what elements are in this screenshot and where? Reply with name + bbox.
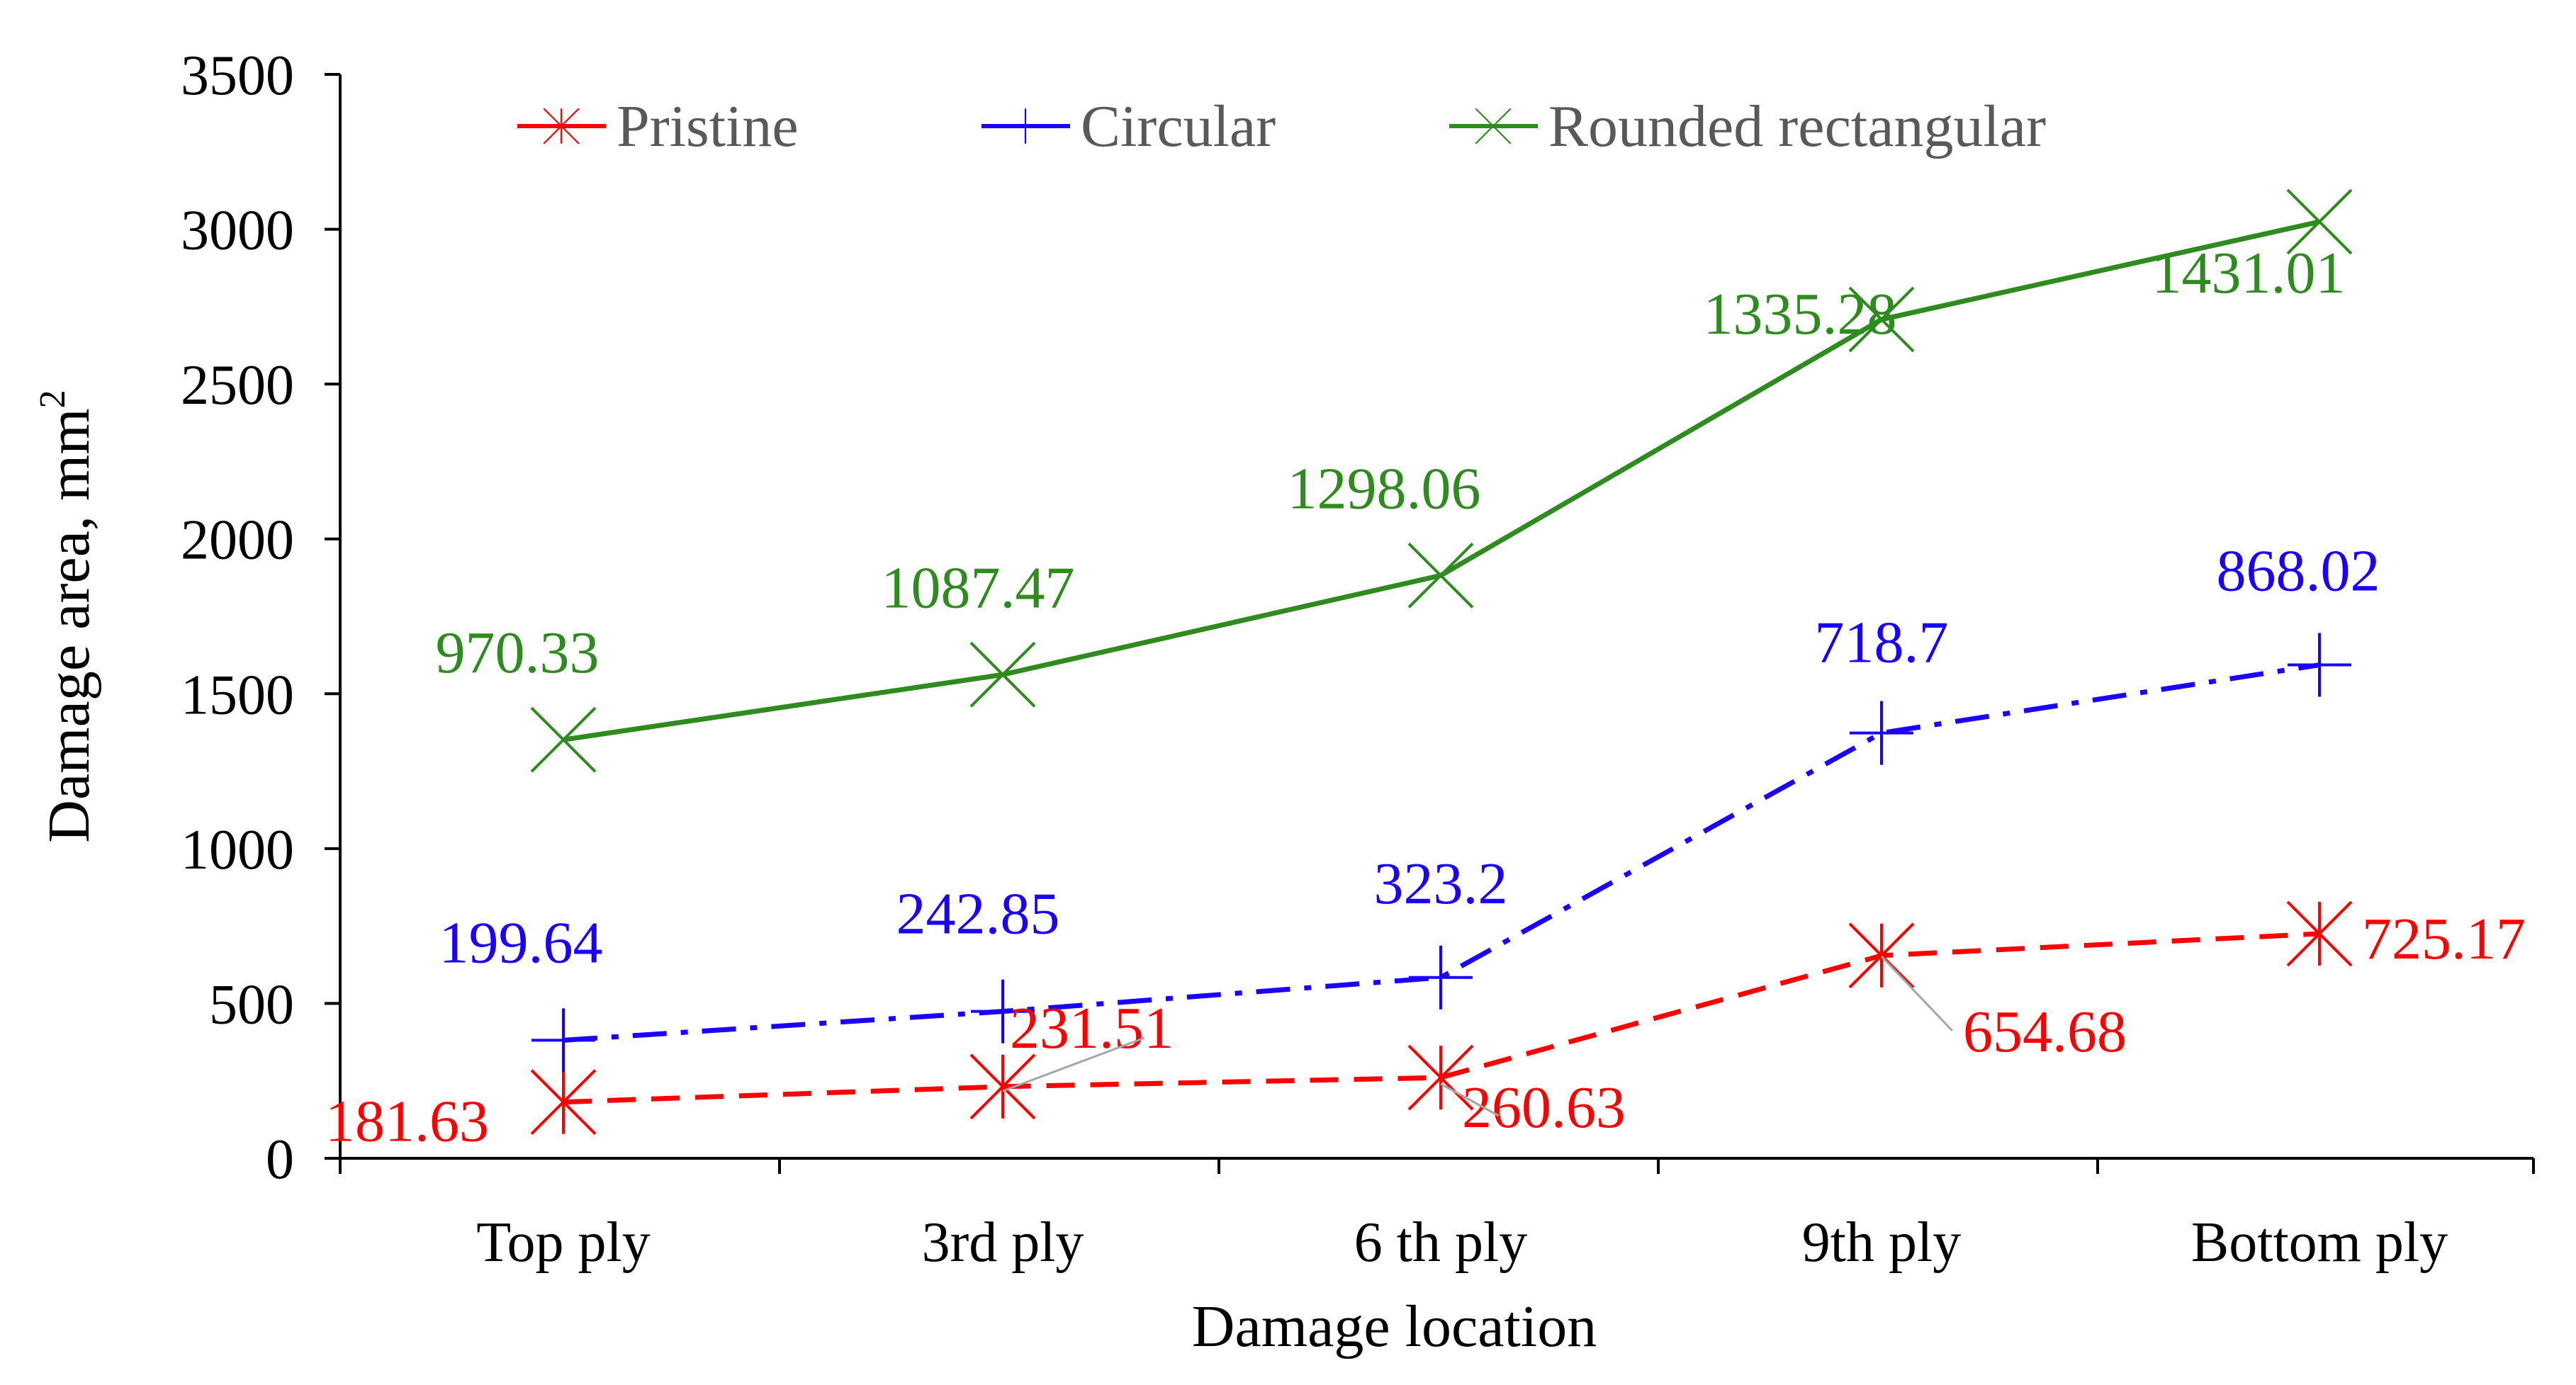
legend-label: Pristine <box>617 94 799 159</box>
y-tick-label: 3500 <box>181 45 294 107</box>
pristine-leader-line <box>1440 1082 1500 1117</box>
marker-stroke <box>2286 188 2353 255</box>
rounded-rectangular-point <box>530 706 597 773</box>
circular-data-label: 242.85 <box>896 881 1060 947</box>
rounded-rectangular-point <box>1848 286 1915 353</box>
y-tick-label: 0 <box>266 1129 294 1191</box>
rounded-rectangular-point <box>2286 188 2353 255</box>
pristine-data-label: 725.17 <box>2362 906 2526 972</box>
pristine-leader-line <box>1880 955 1954 1032</box>
x-tick-label: Bottom ply <box>2191 1211 2448 1274</box>
circular-data-label: 868.02 <box>2217 538 2380 604</box>
circular-line <box>563 662 2320 1043</box>
axes: 0 500 1000 1500 2000 2500 3000 3500 Top ply 3rd p… <box>33 45 2535 1359</box>
x-tick-label: 6 th ply <box>1354 1211 1527 1274</box>
rounded-rectangular-data-label: 1087.47 <box>882 555 1075 621</box>
pristine-point <box>2286 900 2353 967</box>
legend-label: Rounded rectangular <box>1548 94 2046 159</box>
rounded-rectangular-data-label: 1298.06 <box>1288 456 1481 521</box>
pristine-data-label: 654.68 <box>1963 999 2127 1065</box>
pristine-point <box>969 1053 1036 1120</box>
pristine-leader-line <box>1002 1036 1145 1092</box>
y-tick-label: 500 <box>209 973 294 1036</box>
rounded-rectangular-data-label: 1431.01 <box>2152 240 2346 306</box>
circular-data-label: 323.2 <box>1374 851 1508 917</box>
legend-item-circular: Circular <box>982 94 1276 159</box>
y-tick-label: 1000 <box>181 819 294 881</box>
legend-item-pristine: Pristine <box>517 94 799 159</box>
legend: Pristine Circular Rounded rectangular <box>517 94 2046 159</box>
x-axis-title: Damage location <box>1192 1294 1597 1359</box>
circular-point <box>2288 633 2351 697</box>
legend-marker <box>543 108 580 145</box>
y-axis-title-main: Damage area, mm <box>36 408 102 842</box>
y-tick-label: 3000 <box>181 200 294 262</box>
circular-data-label: 718.7 <box>1815 610 1949 676</box>
pristine-data-label: 231.51 <box>1010 995 1174 1061</box>
y-tick-label: 2000 <box>181 509 294 572</box>
legend-marker <box>1008 108 1043 144</box>
circular-point <box>971 979 1035 1044</box>
y-tick-label: 1500 <box>181 664 294 726</box>
circular-data-label: 199.64 <box>439 910 603 976</box>
rounded-rectangular-data-label: 970.33 <box>436 620 600 686</box>
marker-stroke <box>1475 108 1512 145</box>
legend-marker <box>1475 108 1512 145</box>
pristine-point <box>530 1069 597 1136</box>
pristine-data-label: 181.63 <box>325 1089 489 1155</box>
data-labels-layer: 181.63 231.51 260.63 654.68 725.17 199.64 242.… <box>325 240 2526 1155</box>
marker-stroke <box>969 641 1036 708</box>
marker-stroke <box>530 706 597 773</box>
rounded-rectangular-point <box>1407 542 1474 609</box>
legend-item-rounded-rectangular: Rounded rectangular <box>1449 94 2046 159</box>
legend-label: Circular <box>1081 94 1276 159</box>
y-tick-label: 2500 <box>181 354 294 417</box>
pristine-point <box>1848 922 1915 989</box>
circular-point <box>1850 701 1913 765</box>
pristine-data-label: 260.63 <box>1462 1075 1626 1141</box>
y-axis-title: Damage area, mm2 <box>33 390 102 842</box>
series-layer <box>530 188 2353 1136</box>
rounded-rectangular-point <box>969 641 1036 708</box>
circular-point <box>1409 945 1473 1010</box>
circular-point <box>531 1008 595 1073</box>
x-tick-label: 9th ply <box>1802 1211 1961 1274</box>
marker-stroke <box>1848 286 1915 353</box>
marker-stroke <box>1407 542 1474 609</box>
x-tick-label: Top ply <box>476 1211 651 1274</box>
pristine-point <box>1407 1044 1474 1111</box>
y-axis-title-superscript: 2 <box>33 390 73 408</box>
x-tick-label: 3rd ply <box>922 1211 1084 1274</box>
rounded-rectangular-data-label: 1335.28 <box>1704 281 1897 347</box>
